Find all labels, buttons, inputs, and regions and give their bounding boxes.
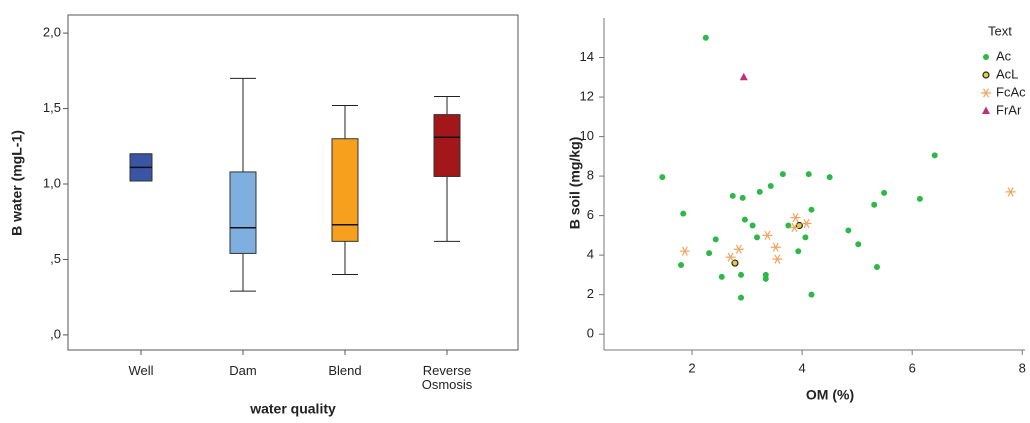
x-tick-label-box: Well xyxy=(128,364,154,378)
point xyxy=(873,264,880,270)
x-tick-label: 4 xyxy=(799,360,806,375)
legend-label: AcL xyxy=(996,66,1018,81)
point xyxy=(795,248,802,255)
point xyxy=(706,250,713,257)
point xyxy=(808,206,815,213)
point xyxy=(731,259,739,267)
x-tick-label: Blend xyxy=(328,364,362,378)
point xyxy=(738,271,745,278)
legend-marker xyxy=(983,54,989,60)
point xyxy=(749,222,756,229)
point xyxy=(762,275,769,282)
point xyxy=(680,210,687,217)
x-tick-label: Well xyxy=(128,364,154,378)
point xyxy=(1005,187,1016,197)
x-tick-label: Reverse Osmosis xyxy=(421,364,473,392)
legend-label: FcAc xyxy=(996,84,1026,99)
y-axis-title: B water (mgL-1) xyxy=(9,130,25,236)
point xyxy=(790,212,801,223)
point xyxy=(678,262,685,269)
x-tick-label: 8 xyxy=(1019,360,1026,375)
point xyxy=(756,188,763,195)
point xyxy=(733,244,744,254)
x-tick-label: Dam xyxy=(229,364,257,378)
y-tick-label: 6 xyxy=(587,207,594,222)
point xyxy=(753,234,760,241)
y-tick-label: 2,0 xyxy=(43,25,61,40)
x-axis-title: OM (%) xyxy=(806,387,854,403)
plot-frame xyxy=(67,14,519,351)
x-tick-label-box: Dam xyxy=(229,364,257,378)
point xyxy=(767,182,774,189)
y-tick-label: ,5 xyxy=(50,251,61,266)
legend-marker xyxy=(982,106,990,114)
box xyxy=(229,171,257,254)
point xyxy=(679,246,690,256)
point xyxy=(772,254,783,264)
y-tick-label: 2 xyxy=(587,286,594,301)
legend-label: FrAr xyxy=(996,102,1022,117)
point xyxy=(741,216,748,223)
point xyxy=(712,236,719,243)
x-axis-title: water quality xyxy=(249,401,336,417)
point xyxy=(779,171,786,178)
point xyxy=(739,72,748,81)
point xyxy=(916,195,923,202)
point xyxy=(789,222,800,233)
legend-marker xyxy=(982,71,990,79)
box xyxy=(433,114,461,177)
point xyxy=(805,171,812,178)
y-tick-label: 14 xyxy=(580,49,594,64)
point xyxy=(729,192,736,199)
point xyxy=(659,174,666,181)
y-axis-title: B soil (mg/kg) xyxy=(567,137,583,230)
legend-title: Text xyxy=(988,23,1012,38)
y-tick-label: 1,0 xyxy=(43,175,61,190)
point xyxy=(802,234,809,241)
point xyxy=(808,291,815,298)
point xyxy=(881,189,888,196)
point xyxy=(855,241,862,248)
legend-label: Ac xyxy=(996,48,1012,63)
y-tick-label: 10 xyxy=(580,128,594,143)
box xyxy=(331,138,359,242)
y-tick-label: 8 xyxy=(587,168,594,183)
point xyxy=(770,242,781,252)
legend-marker xyxy=(981,88,991,98)
point xyxy=(725,252,736,262)
point xyxy=(738,294,745,301)
y-tick-label: 1,5 xyxy=(43,100,61,115)
point xyxy=(801,218,812,229)
point xyxy=(826,174,833,181)
x-tick-label-box: Reverse Osmosis xyxy=(421,364,473,392)
point xyxy=(845,227,852,234)
x-tick-label: 6 xyxy=(909,360,916,375)
point xyxy=(931,152,938,159)
y-tick-label: 4 xyxy=(587,247,594,262)
x-tick-label: 2 xyxy=(688,360,695,375)
point xyxy=(702,34,709,41)
point xyxy=(871,201,878,208)
x-tick-label-box: Blend xyxy=(328,364,362,378)
y-tick-label: 0 xyxy=(587,326,594,341)
y-tick-label: 12 xyxy=(580,88,594,103)
point xyxy=(739,194,746,201)
y-tick-label: ,0 xyxy=(50,326,61,341)
point xyxy=(762,230,773,241)
point xyxy=(718,273,725,280)
